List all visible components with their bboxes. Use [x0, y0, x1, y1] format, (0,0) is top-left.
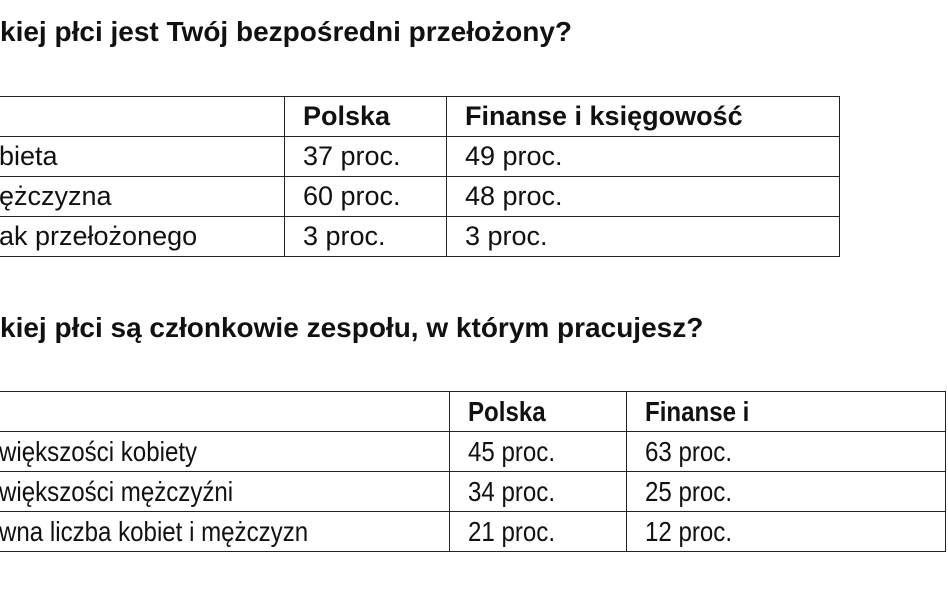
- table-row: wna liczba kobiet i mężczyzn 21 proc. 12…: [0, 511, 946, 552]
- table-row: ak przełożonego 3 proc. 3 proc.: [0, 216, 840, 257]
- cell: 12 proc.: [645, 516, 733, 547]
- cell: 49 proc.: [446, 136, 840, 177]
- cell: 25 proc.: [645, 476, 733, 507]
- cell: 63 proc.: [645, 436, 733, 467]
- header-cell: Finanse i: [645, 396, 750, 427]
- row-label: bieta: [0, 136, 285, 177]
- table-header-row: Polska Finanse i księgowość: [0, 96, 840, 137]
- cell: 48 proc.: [446, 176, 840, 217]
- table-row: ężczyzna 60 proc. 48 proc.: [0, 176, 840, 217]
- header-cell: Polska: [284, 96, 447, 137]
- section2-title: kiej płci są członkowie zespołu, w który…: [0, 312, 704, 343]
- header-cell: [0, 96, 285, 137]
- cell: 34 proc.: [468, 476, 556, 507]
- table-header-row: Polska Finanse i: [0, 391, 946, 432]
- header-cell: Polska: [468, 396, 546, 427]
- cell: 3 proc.: [446, 216, 840, 257]
- cell: 45 proc.: [468, 436, 556, 467]
- supervisor-gender-table: Polska Finanse i księgowość bieta 37 pro…: [0, 96, 840, 257]
- row-label: ak przełożonego: [0, 216, 285, 257]
- table-row: bieta 37 proc. 49 proc.: [0, 136, 840, 177]
- cell: 21 proc.: [468, 516, 556, 547]
- header-cell: Finanse i księgowość: [446, 96, 840, 137]
- cell: 37 proc.: [284, 136, 447, 177]
- cell: 3 proc.: [284, 216, 447, 257]
- section1-title: kiej płci jest Twój bezpośredni przełożo…: [0, 16, 573, 47]
- cell: 60 proc.: [284, 176, 447, 217]
- row-label: ężczyzna: [0, 176, 285, 217]
- row-label: większości kobiety: [0, 436, 198, 467]
- table-row: większości mężczyźni 34 proc. 25 proc.: [0, 471, 946, 512]
- row-label: większości mężczyźni: [0, 476, 234, 507]
- table-row: większości kobiety 45 proc. 63 proc.: [0, 431, 946, 472]
- team-gender-table: Polska Finanse i większości kobiety 45 p…: [0, 391, 946, 552]
- row-label: wna liczba kobiet i mężczyzn: [0, 516, 309, 547]
